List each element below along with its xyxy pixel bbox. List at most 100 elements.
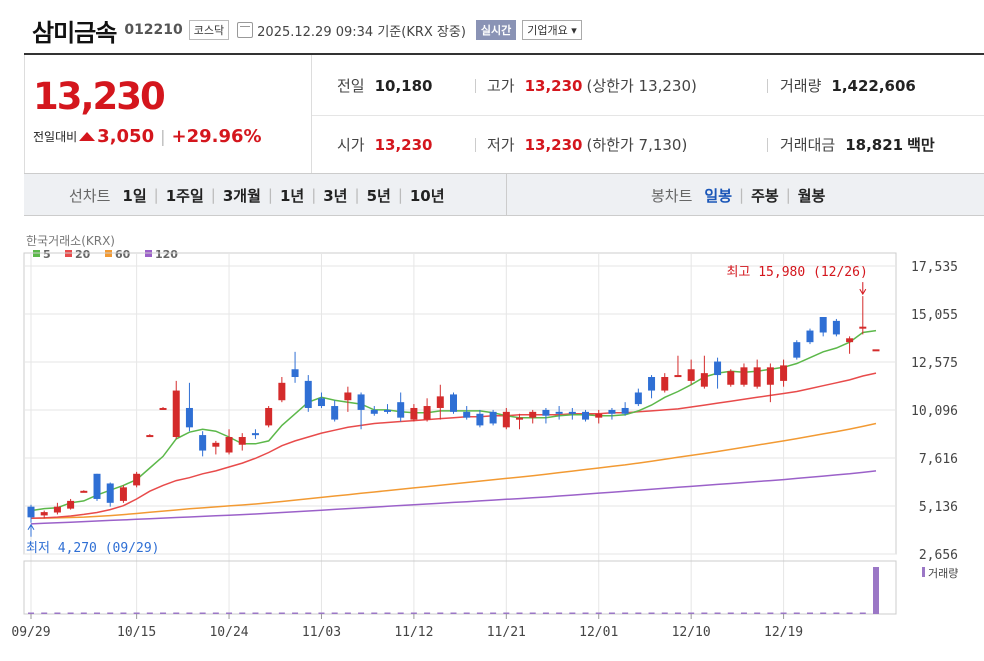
x-tick-label: 10/24	[209, 625, 248, 640]
volume-bar	[688, 612, 695, 614]
volume-bar	[54, 612, 61, 614]
line-tab[interactable]: 3개월	[222, 186, 261, 205]
candle	[529, 409, 537, 424]
x-tick-label: 09/29	[11, 625, 50, 640]
volume-bar	[820, 612, 827, 614]
candle	[397, 392, 405, 422]
x-axis: 09/29 10/15 10/24 11/03 11/12 11/21 12/01 12/10…	[11, 614, 803, 640]
realtime-button[interactable]: 실시간	[475, 20, 517, 40]
candle	[674, 355, 682, 378]
volume-bar	[595, 612, 602, 614]
candle-body	[793, 342, 801, 358]
line-tab[interactable]: 3년	[323, 186, 348, 205]
line-chart-tabs: 선차트 1일 | 1주일 | 3개월 | 1년 | 3년 | 5년 | 10년	[69, 174, 445, 216]
tab-divider: |	[267, 186, 273, 204]
stat-label: 저가	[487, 136, 515, 154]
candle	[423, 398, 431, 422]
volume-bar	[120, 612, 127, 614]
volume-bar	[173, 612, 180, 614]
volume-legend-swatch	[922, 567, 925, 577]
volume-bar	[490, 612, 497, 614]
candle-body	[265, 407, 273, 426]
stat-value: 10,180	[374, 77, 433, 95]
volume-bar	[569, 612, 576, 614]
candle	[793, 340, 801, 360]
candle	[832, 318, 840, 337]
candle	[93, 473, 101, 501]
candle	[595, 409, 603, 424]
candle	[27, 504, 35, 523]
line-tab[interactable]: 1년	[279, 186, 305, 205]
candle-body	[634, 392, 642, 405]
header-divider	[24, 53, 984, 55]
candle	[516, 413, 524, 430]
candle-chart-label: 봉차트	[651, 186, 693, 205]
candle-body	[278, 382, 286, 401]
candle-body	[463, 411, 471, 418]
line-tab[interactable]: 10년	[409, 186, 445, 205]
y-tick-label: 15,055	[911, 308, 958, 323]
candle	[661, 373, 669, 393]
chart-grid	[23, 252, 897, 614]
line-tab[interactable]: 1주일	[165, 186, 204, 205]
volume-bar	[160, 612, 167, 614]
high-arrowhead-icon	[859, 288, 867, 296]
candle-tab[interactable]: 월봉	[797, 186, 826, 205]
candle-body	[397, 402, 405, 418]
candle-body	[199, 435, 207, 451]
candle	[806, 328, 814, 345]
candle-body	[159, 407, 167, 410]
candle-body	[106, 483, 114, 503]
candle	[370, 406, 378, 416]
volume-bar	[94, 612, 101, 614]
stat-low: 저가 13,230 (하한가 7,130)	[487, 134, 687, 155]
volume-bar	[410, 612, 417, 614]
volume-bar	[80, 612, 87, 614]
candle	[383, 404, 391, 414]
stat-label: 전일	[337, 77, 365, 95]
candle	[450, 392, 457, 414]
stats-grid: 전일 10,180 고가 13,230 (상한가 13,230) 거래량 1,4…	[312, 55, 984, 173]
candle	[172, 380, 180, 439]
candle	[700, 355, 708, 389]
volume-bar	[873, 567, 879, 614]
candlestick-chart: 한국거래소(KRX) 5 20 60 120 17,535 15,055 12,575 10…	[11, 234, 958, 640]
candle-body	[251, 433, 259, 436]
line-tab[interactable]: 5년	[366, 186, 391, 205]
candle-body	[172, 390, 180, 438]
candle-chart-tabs: 봉차트 일봉 | 주봉 | 월봉	[651, 174, 825, 216]
candle	[555, 406, 563, 420]
candle	[634, 388, 642, 407]
candle	[291, 351, 299, 383]
candle	[463, 406, 471, 420]
line-tab[interactable]: 1일	[122, 186, 147, 205]
legend-label: 60	[115, 248, 131, 261]
volume-bar	[727, 612, 734, 614]
company-info-dropdown[interactable]: 기업개요 ▾	[522, 20, 582, 40]
volume-bar	[292, 612, 299, 614]
candle-body	[674, 375, 682, 378]
candle	[648, 375, 656, 399]
candle	[872, 349, 880, 352]
legend-label: 20	[75, 248, 91, 261]
volume-bar	[463, 612, 470, 614]
candle-body	[687, 369, 695, 381]
volume-bar	[186, 612, 193, 614]
candle-tab[interactable]: 주봉	[751, 186, 779, 205]
change-percent: +29.96%	[171, 126, 262, 147]
x-tick-label: 12/19	[764, 625, 803, 640]
candle-body	[80, 490, 88, 493]
datetime-value: 2025.12.29 09:34	[257, 24, 374, 40]
volume-bar	[239, 612, 246, 614]
stat-unit: 백만	[907, 136, 935, 154]
legend-label: 120	[155, 248, 178, 261]
stat-label: 시가	[337, 136, 365, 154]
candle-body	[766, 367, 774, 385]
candle	[819, 317, 827, 337]
candle-body	[780, 365, 788, 381]
candle	[740, 363, 748, 387]
candle-tab[interactable]: 일봉	[704, 186, 733, 205]
volume-bar	[331, 612, 338, 614]
candle-body	[714, 361, 722, 376]
y-axis: 17,535 15,055 12,575 10,096 7,616 5,136 2,656	[911, 260, 958, 563]
